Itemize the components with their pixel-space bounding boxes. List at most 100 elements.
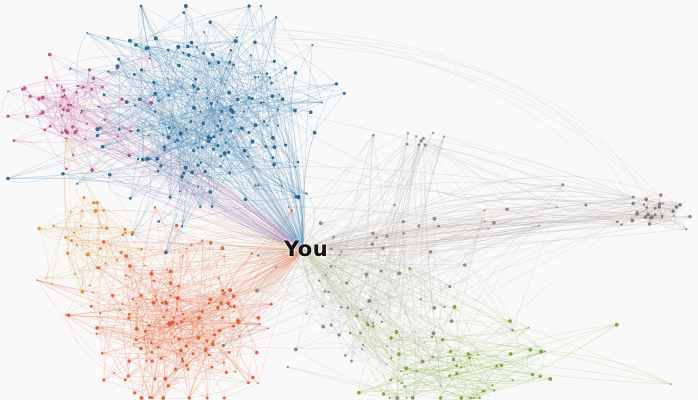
graph-node xyxy=(278,94,281,96)
graph-node xyxy=(616,220,619,224)
edge xyxy=(140,5,230,173)
edge xyxy=(49,54,101,129)
graph-node xyxy=(432,216,437,221)
graph-node xyxy=(660,214,664,217)
edge xyxy=(223,329,513,349)
graph-node xyxy=(176,138,179,142)
edge xyxy=(267,101,323,126)
graph-node xyxy=(126,374,130,378)
edge xyxy=(107,295,123,305)
graph-node xyxy=(238,335,241,338)
edge xyxy=(346,132,434,284)
edge xyxy=(108,71,209,142)
graph-node xyxy=(658,202,662,206)
edge xyxy=(178,86,195,192)
edge xyxy=(137,5,155,83)
edge xyxy=(168,5,187,138)
graph-node xyxy=(253,40,257,45)
graph-node xyxy=(419,139,423,143)
edge xyxy=(209,63,249,98)
edge xyxy=(27,111,63,117)
edge xyxy=(193,78,272,87)
edge xyxy=(67,253,98,272)
edge xyxy=(139,52,184,100)
graph-node xyxy=(164,250,168,255)
graph-node xyxy=(255,350,259,355)
edge xyxy=(200,23,627,199)
edge xyxy=(128,314,184,377)
edge xyxy=(256,135,374,291)
edge xyxy=(210,22,223,102)
ego-edge xyxy=(62,132,304,251)
graph-node xyxy=(149,53,152,56)
edge xyxy=(129,265,187,348)
graph-node xyxy=(375,310,378,313)
graph-node xyxy=(190,170,194,175)
edge xyxy=(203,5,250,124)
edge xyxy=(90,80,103,90)
edge xyxy=(453,184,564,360)
graph-node xyxy=(124,231,127,235)
edge xyxy=(165,301,175,310)
edge xyxy=(0,91,9,118)
graph-node xyxy=(167,321,172,325)
edge xyxy=(129,40,159,101)
edge xyxy=(358,354,479,393)
edge xyxy=(260,102,299,197)
edge xyxy=(98,101,127,109)
graph-node xyxy=(201,121,206,126)
graph-node xyxy=(156,169,160,173)
edge xyxy=(178,328,269,344)
edge xyxy=(358,337,392,393)
edge xyxy=(107,37,169,51)
graph-node xyxy=(647,222,652,226)
edge xyxy=(222,290,260,325)
graph-node xyxy=(329,247,333,251)
graph-node xyxy=(103,118,107,122)
edge xyxy=(124,229,145,340)
graph-node xyxy=(688,214,692,219)
edge xyxy=(167,320,260,325)
edge xyxy=(153,245,192,282)
edge xyxy=(174,41,236,143)
edge xyxy=(386,236,431,253)
edge xyxy=(93,78,119,137)
graph-node xyxy=(290,209,294,212)
edge xyxy=(176,338,183,363)
edge xyxy=(135,44,218,102)
edge xyxy=(49,54,92,90)
graph-node xyxy=(401,220,405,224)
graph-node xyxy=(219,301,223,306)
edge xyxy=(468,353,551,380)
ego-edge xyxy=(302,249,397,333)
edge xyxy=(366,140,422,275)
edge xyxy=(62,115,131,132)
edge xyxy=(223,377,253,399)
edge xyxy=(39,228,101,249)
edge xyxy=(224,77,256,154)
graph-node xyxy=(182,255,184,257)
graph-node xyxy=(90,87,94,91)
graph-node xyxy=(173,336,176,339)
edge xyxy=(130,88,199,199)
edge xyxy=(295,233,374,350)
edge xyxy=(97,126,170,136)
edge xyxy=(383,331,401,395)
ego-edge xyxy=(302,44,313,251)
edge xyxy=(650,218,687,230)
edge xyxy=(76,234,123,247)
graph-node xyxy=(223,255,225,258)
graph-node xyxy=(166,48,170,52)
graph-node xyxy=(275,16,278,19)
edge xyxy=(193,62,230,151)
edge xyxy=(223,307,348,346)
ego-edge xyxy=(163,249,304,399)
graph-node xyxy=(85,122,89,125)
ego-edge xyxy=(87,32,304,251)
edge xyxy=(53,225,98,268)
edge xyxy=(386,236,404,275)
graph-node xyxy=(133,343,135,345)
edge xyxy=(534,343,546,352)
edge xyxy=(87,32,221,167)
graph-node xyxy=(365,321,368,324)
